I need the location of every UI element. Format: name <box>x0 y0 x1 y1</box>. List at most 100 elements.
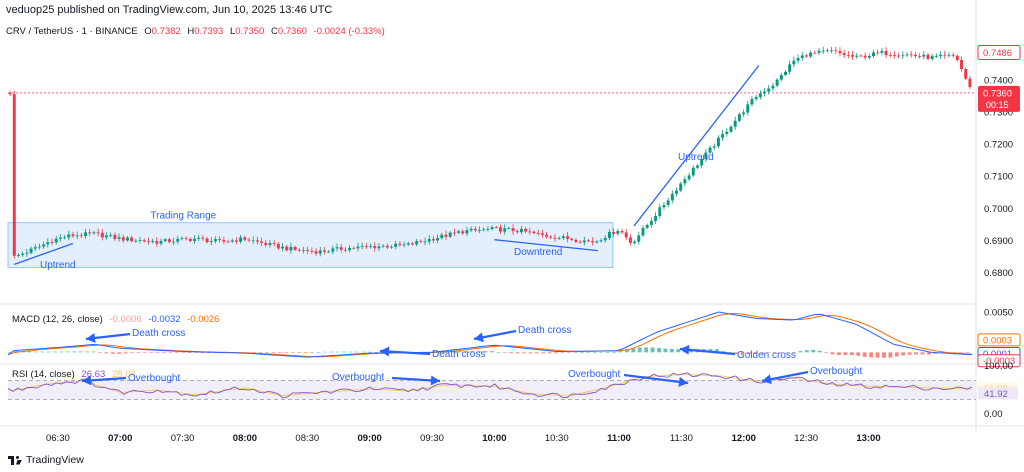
candle <box>754 97 758 100</box>
macd-histogram-bar <box>258 352 263 353</box>
candle <box>926 54 930 60</box>
candle <box>205 238 209 243</box>
candle <box>339 247 343 250</box>
close-label: C <box>270 26 278 37</box>
macd-histogram-bar <box>194 352 199 353</box>
symbol-name[interactable]: CRV / TetherUS · 1 · BINANCE <box>6 26 138 37</box>
candle <box>645 224 649 228</box>
candle <box>193 238 196 242</box>
macd-tick-label: -0.0003 <box>983 356 1015 367</box>
macd-histogram-bar <box>27 351 32 353</box>
candle <box>255 240 259 242</box>
macd-histogram-bar <box>843 352 848 356</box>
candle <box>209 241 213 243</box>
candle <box>457 231 461 233</box>
candle <box>733 120 737 127</box>
macd-histogram-bar <box>162 352 167 353</box>
macd-histogram-bar <box>528 352 533 354</box>
candle <box>17 254 20 256</box>
macd-histogram-bar <box>175 352 179 353</box>
candle <box>624 232 628 238</box>
candle <box>297 249 301 251</box>
macd-histogram-bar <box>117 352 122 354</box>
candle <box>142 240 146 242</box>
candle <box>473 228 477 231</box>
macd-line <box>7 311 973 358</box>
candle <box>180 238 184 240</box>
macd-histogram-bar <box>136 352 141 353</box>
candle <box>767 88 771 92</box>
candle <box>197 237 201 239</box>
macd-histogram-bar <box>785 352 790 353</box>
candle <box>582 240 586 243</box>
rsi-value-box <box>978 387 1018 400</box>
time-tick-label: 10:00 <box>482 433 506 444</box>
rsi-annotation-arrow-head <box>678 376 688 387</box>
macd-histogram-bar <box>130 352 134 354</box>
price-tick-label: 0.7100 <box>984 172 1013 183</box>
candle <box>603 238 607 241</box>
candle <box>628 237 632 243</box>
candle <box>268 243 272 246</box>
macd-histogram-bar <box>290 352 295 353</box>
candle <box>402 244 406 246</box>
candle <box>633 241 637 243</box>
candle <box>247 239 251 241</box>
macd-legend[interactable]: MACD (12, 26, close) -0.0006 -0.0032 -0.… <box>12 314 219 325</box>
macd-histogram-bar <box>669 349 674 353</box>
macd-histogram-bar <box>329 351 334 353</box>
time-tick-label: 11:30 <box>670 433 693 444</box>
candle <box>951 54 955 56</box>
macd-histogram-bar <box>457 351 462 353</box>
macd-histogram-bar <box>502 352 507 353</box>
symbol-legend: CRV / TetherUS · 1 · BINANCE O0.7382 H0.… <box>6 26 385 37</box>
rsi-band <box>8 380 976 400</box>
candle <box>939 54 943 57</box>
uptrend-2-line <box>633 65 760 227</box>
candle <box>293 247 297 250</box>
candle <box>922 54 926 57</box>
candle <box>134 240 138 242</box>
candle <box>587 240 590 242</box>
macd-annotation-arrow-head <box>474 332 484 343</box>
candle <box>63 237 67 239</box>
candle <box>201 237 205 239</box>
time-tick-label: 12:30 <box>794 433 818 444</box>
candle <box>440 234 444 239</box>
price-tick-label: 0.7300 <box>984 108 1013 119</box>
rsi-annotation-arrow-head <box>82 375 92 386</box>
candle <box>566 236 570 239</box>
candle <box>788 64 792 72</box>
macd-annotation-arrow-head <box>86 333 96 343</box>
candle <box>96 232 100 234</box>
price-tick-label: 0.7000 <box>984 204 1013 215</box>
candle <box>524 228 528 232</box>
candle <box>511 228 515 232</box>
macd-tick-label: 0.0050 <box>984 308 1013 319</box>
macd-histogram-bar <box>766 352 771 353</box>
macd-histogram-bar <box>65 351 70 353</box>
macd-histogram-bar <box>599 352 604 353</box>
macd-histogram-bar <box>40 351 44 353</box>
candle <box>792 60 796 65</box>
rsi-annotation-arrow-head <box>430 375 440 386</box>
macd-histogram-bar <box>792 352 796 353</box>
time-tick-label: 07:30 <box>171 433 195 444</box>
candle <box>222 240 226 242</box>
candle <box>310 251 314 252</box>
macd-histogram-bar <box>637 347 642 353</box>
candle <box>549 236 553 238</box>
candle <box>448 232 452 237</box>
macd-histogram-bar <box>907 352 912 355</box>
open-label: O <box>144 26 152 37</box>
rsi-ma-value: 28.68 <box>111 369 136 380</box>
macd-histogram-bar <box>856 352 861 356</box>
candle <box>503 228 507 232</box>
macd-histogram-bar <box>252 352 257 353</box>
candle <box>343 249 347 251</box>
macd-histogram-bar <box>477 351 482 353</box>
candle <box>322 250 326 252</box>
rsi-legend[interactable]: RSI (14, close) 26.63 28.68 <box>12 369 136 380</box>
candle <box>955 55 959 61</box>
